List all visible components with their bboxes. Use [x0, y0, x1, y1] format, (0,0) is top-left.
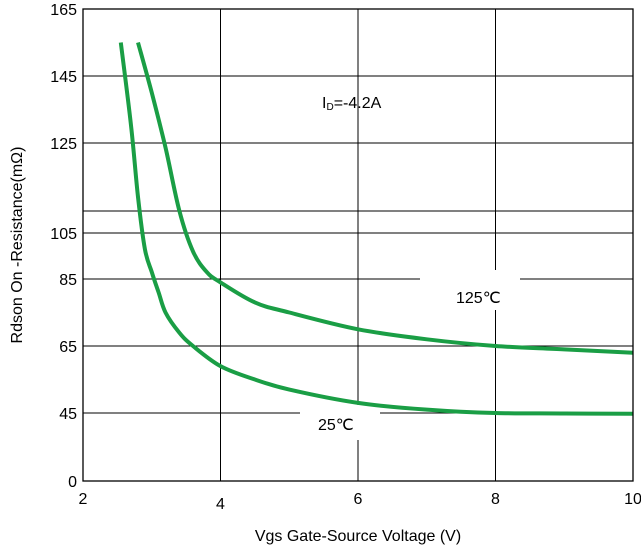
x-tick-label: 10: [624, 491, 641, 508]
y-tick-label: 85: [59, 272, 77, 289]
grid-lines: [83, 9, 633, 481]
y-tick-label: 105: [50, 226, 77, 243]
series-line-25c: [118, 42, 634, 416]
label-25-background: [300, 405, 380, 440]
y-axis-label: Rdson On -Resistance(mΩ): [9, 147, 26, 344]
y-axis-tick-labels: 0 45 65 85 105 125 145 165: [50, 2, 77, 491]
x-tick-label: 8: [491, 491, 500, 508]
y-tick-label: 125: [50, 136, 77, 153]
x-axis-tick-labels: 2 4 6 8 10: [79, 491, 641, 513]
plot-area-frame: [82, 8, 634, 482]
y-tick-label: 145: [50, 69, 77, 86]
drain-current-annotation: ID=-4.2A: [322, 95, 382, 113]
x-tick-label: 4: [216, 496, 225, 513]
y-tick-label: 165: [50, 2, 77, 19]
y-tick-label: 45: [59, 406, 77, 423]
y-tick-label: 65: [59, 339, 77, 356]
y-tick-label: 0: [68, 474, 77, 491]
label-125-background: [420, 270, 520, 310]
annotation-backgrounds: [300, 270, 520, 440]
x-axis-label: Vgs Gate-Source Voltage (V): [255, 528, 461, 545]
series-line-125c: [136, 41, 634, 355]
series-label-25c: 25℃: [318, 417, 354, 434]
series-label-125c: 125℃: [456, 290, 501, 307]
series-lines: [118, 41, 634, 416]
x-tick-label: 6: [354, 491, 363, 508]
x-tick-label: 2: [79, 491, 88, 508]
